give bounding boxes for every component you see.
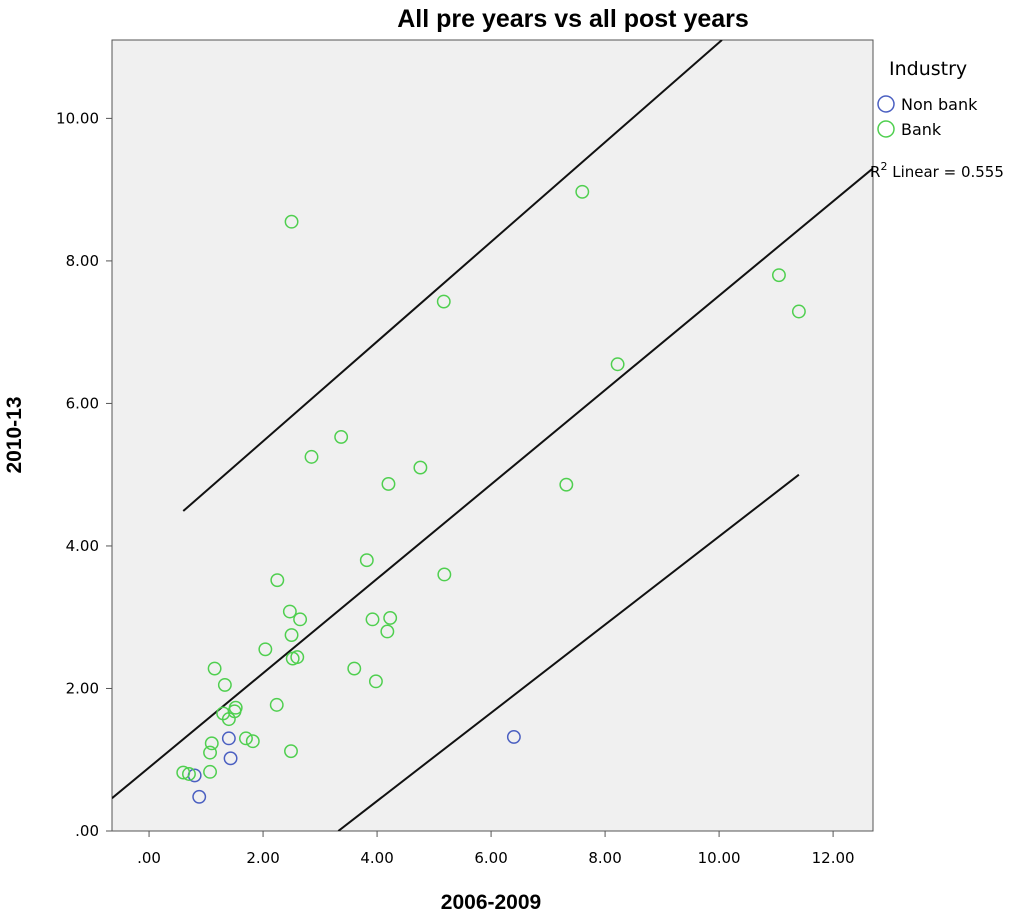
point-bank (217, 677, 232, 692)
point-bank (207, 661, 222, 676)
point-bank (334, 429, 349, 444)
point-bank (284, 214, 299, 229)
point-bank (204, 736, 219, 751)
point-non-bank (223, 751, 238, 766)
x-tick-label: 10.00 (698, 849, 741, 867)
point-bank (368, 674, 383, 689)
point-bank (304, 449, 319, 464)
point-bank (347, 661, 362, 676)
r2-annotation: R2 Linear = 0.555 (870, 160, 1004, 181)
point-bank (791, 304, 806, 319)
plot-content (112, 40, 873, 831)
point-bank (284, 628, 299, 642)
point-non-bank (192, 789, 207, 804)
fit-line-lower (337, 473, 800, 831)
point-bank (559, 477, 574, 492)
point-bank (437, 567, 452, 582)
fit-line-upper (182, 40, 723, 512)
point-bank (270, 573, 285, 588)
point-bank (182, 767, 196, 781)
point-bank (575, 184, 590, 199)
point-bank (282, 604, 297, 619)
data-points (176, 184, 806, 804)
point-bank (293, 612, 308, 627)
chart-title: All pre years vs all post years (397, 5, 749, 33)
legend-marker-non-bank (877, 95, 895, 113)
x-tick-label: 2.00 (246, 849, 279, 867)
legend-title: Industry (889, 58, 967, 80)
fit-line-linear (112, 167, 873, 799)
legend-label-non-bank: Non bank (901, 95, 978, 114)
point-bank (381, 477, 396, 491)
y-tick-label: .00 (75, 822, 99, 840)
x-tick-label: 6.00 (474, 849, 507, 867)
y-tick-label: 10.00 (56, 109, 99, 127)
point-bank (365, 612, 380, 627)
x-axis: .00 2.00 4.00 6.00 8.00 10.00 12.00 (137, 831, 855, 867)
point-bank (610, 357, 625, 372)
x-axis-title: 2006-2009 (441, 891, 541, 914)
point-bank (290, 650, 305, 665)
y-axis-title: 2010-13 (3, 396, 26, 473)
x-tick-label: 8.00 (588, 849, 621, 867)
y-tick-label: 4.00 (66, 537, 99, 555)
fit-lines (112, 40, 873, 831)
point-non-bank (221, 731, 236, 746)
r2-label: Linear = 0.555 (892, 163, 1004, 181)
x-tick-label: 12.00 (812, 849, 855, 867)
x-tick-label: 4.00 (360, 849, 393, 867)
y-axis: .00 2.00 4.00 6.00 8.00 10.00 (56, 109, 112, 840)
point-bank (359, 553, 374, 568)
point-bank (771, 268, 786, 283)
legend-label-bank: Bank (901, 120, 942, 139)
point-bank (383, 610, 398, 625)
point-bank (269, 697, 284, 712)
point-bank (228, 700, 243, 715)
point-bank (203, 764, 217, 779)
point-non-bank (506, 729, 521, 744)
y-tick-label: 6.00 (66, 394, 99, 412)
y-tick-label: 2.00 (66, 679, 99, 697)
point-bank (245, 734, 260, 749)
point-bank (258, 642, 273, 657)
point-bank (436, 294, 451, 309)
y-tick-label: 8.00 (66, 252, 99, 270)
point-bank (413, 460, 428, 475)
plot-area (111, 39, 874, 832)
legend: Industry Non bank Bank (877, 58, 978, 139)
svg-text:R2 Linear = 0.555: R2 Linear = 0.555 (870, 160, 1004, 181)
x-tick-label: .00 (137, 849, 161, 867)
legend-marker-bank (877, 120, 895, 138)
point-bank (380, 624, 395, 639)
point-bank (239, 731, 253, 746)
point-bank (203, 745, 217, 760)
point-bank (176, 765, 191, 780)
point-bank (284, 744, 298, 759)
